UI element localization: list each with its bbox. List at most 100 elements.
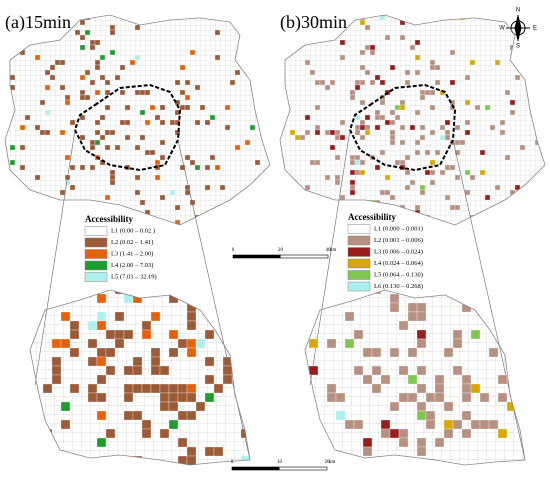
cell — [384, 189, 391, 196]
cell — [168, 329, 179, 340]
cell — [64, 154, 71, 161]
cell — [449, 164, 456, 171]
cell — [497, 374, 508, 385]
legend-swatch — [347, 224, 371, 234]
cell — [399, 99, 406, 106]
cell — [132, 365, 143, 376]
cell — [449, 49, 456, 56]
cell — [29, 219, 36, 225]
cell — [416, 365, 427, 376]
cell — [69, 184, 76, 191]
cell — [364, 129, 371, 136]
cell — [326, 338, 337, 349]
cell — [374, 124, 381, 131]
cell — [389, 428, 400, 439]
region-fill — [5, 15, 270, 225]
cell — [524, 302, 525, 313]
cell — [339, 134, 346, 141]
cell — [416, 383, 427, 394]
cell — [479, 169, 486, 176]
cell — [479, 392, 490, 403]
cell — [419, 184, 426, 191]
cell — [179, 64, 186, 71]
cell — [186, 383, 197, 394]
legend-swatch — [347, 258, 371, 269]
cell — [150, 365, 161, 376]
cell — [174, 204, 181, 211]
cell — [99, 74, 106, 81]
cell — [96, 437, 107, 448]
cell — [443, 401, 454, 412]
cell — [429, 59, 436, 66]
cell — [324, 84, 331, 91]
cell — [240, 290, 250, 295]
cell — [470, 329, 481, 340]
cell — [141, 320, 152, 331]
cell — [44, 84, 51, 91]
cell — [488, 419, 499, 430]
cell — [179, 89, 186, 96]
cell — [204, 164, 211, 171]
cell — [96, 392, 107, 403]
cell — [444, 194, 451, 201]
cell — [79, 19, 86, 26]
cell — [444, 119, 451, 126]
cell — [524, 29, 531, 36]
cell — [60, 338, 71, 349]
region-outline — [279, 14, 546, 226]
cell — [186, 455, 197, 465]
cell — [399, 214, 406, 221]
cell — [414, 15, 421, 16]
region-fill — [280, 15, 545, 225]
legend-swatch — [84, 226, 108, 236]
cell — [504, 219, 511, 225]
cell — [240, 329, 250, 340]
cell — [439, 89, 446, 96]
cell — [186, 311, 197, 322]
cell — [141, 383, 152, 394]
cell — [280, 54, 286, 61]
cell — [34, 174, 41, 181]
cell — [123, 383, 134, 394]
cell — [51, 356, 62, 367]
cell — [104, 144, 111, 151]
cell — [159, 401, 170, 412]
cells — [308, 290, 525, 465]
cell — [439, 124, 446, 131]
cell — [359, 124, 366, 131]
cell — [132, 410, 143, 421]
cell — [334, 179, 341, 186]
cell — [132, 356, 143, 367]
cell — [59, 84, 66, 91]
cell — [369, 79, 376, 86]
cell — [234, 69, 241, 76]
cell — [51, 338, 62, 349]
legend-label: L1 (0.00 – 0.02 ) — [111, 227, 155, 234]
cell — [109, 29, 116, 36]
cell — [454, 139, 461, 146]
cell — [123, 392, 134, 403]
cell — [244, 139, 251, 146]
cell — [177, 410, 188, 421]
scale-label: 0 — [231, 460, 234, 465]
legend-label: L5 (0.064 – 0.130) — [374, 271, 423, 278]
cell — [354, 154, 361, 161]
cell — [84, 69, 91, 76]
cell — [398, 437, 409, 448]
region-outline — [4, 14, 271, 226]
cell — [349, 184, 356, 191]
cell — [470, 419, 481, 430]
scale-unit: km — [329, 460, 336, 465]
cell — [429, 179, 436, 186]
cell — [79, 34, 86, 41]
cell — [134, 144, 141, 151]
cell — [194, 84, 201, 91]
legend-label: L6 (0.130 – 0.268) — [374, 283, 423, 290]
legend-label: L1 (0.000 – 0.001) — [374, 225, 423, 232]
cell — [309, 159, 316, 166]
cell — [434, 149, 441, 156]
cell — [353, 365, 364, 376]
cell — [470, 383, 481, 394]
cell — [464, 119, 471, 126]
cell — [429, 64, 436, 71]
